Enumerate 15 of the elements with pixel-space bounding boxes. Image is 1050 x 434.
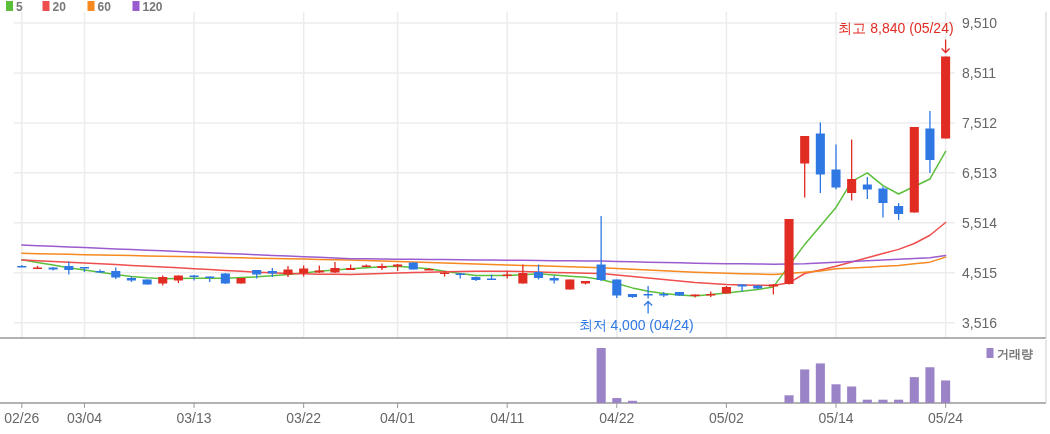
y-tick-label: 7,512 bbox=[962, 114, 998, 131]
y-tick-label: 4,515 bbox=[962, 264, 998, 281]
y-tick-label: 3,516 bbox=[962, 314, 998, 331]
legend-label: 5 bbox=[16, 0, 23, 14]
legend-label: 거래량 bbox=[996, 347, 1033, 361]
annotation: 최저 4,000 (04/24) bbox=[578, 316, 694, 333]
legend: 거래량 bbox=[986, 347, 1033, 361]
y-tick-label: 6,513 bbox=[962, 164, 998, 181]
y-tick-label: 8,511 bbox=[962, 64, 997, 81]
annotation: 최고 8,840 (05/24) bbox=[838, 19, 954, 36]
legend-label: 20 bbox=[52, 0, 67, 14]
legend-label: 120 bbox=[142, 0, 163, 14]
y-tick-label: 9,510 bbox=[962, 15, 998, 31]
y-tick-label: 5,514 bbox=[962, 214, 998, 231]
legend-label: 60 bbox=[97, 0, 112, 14]
